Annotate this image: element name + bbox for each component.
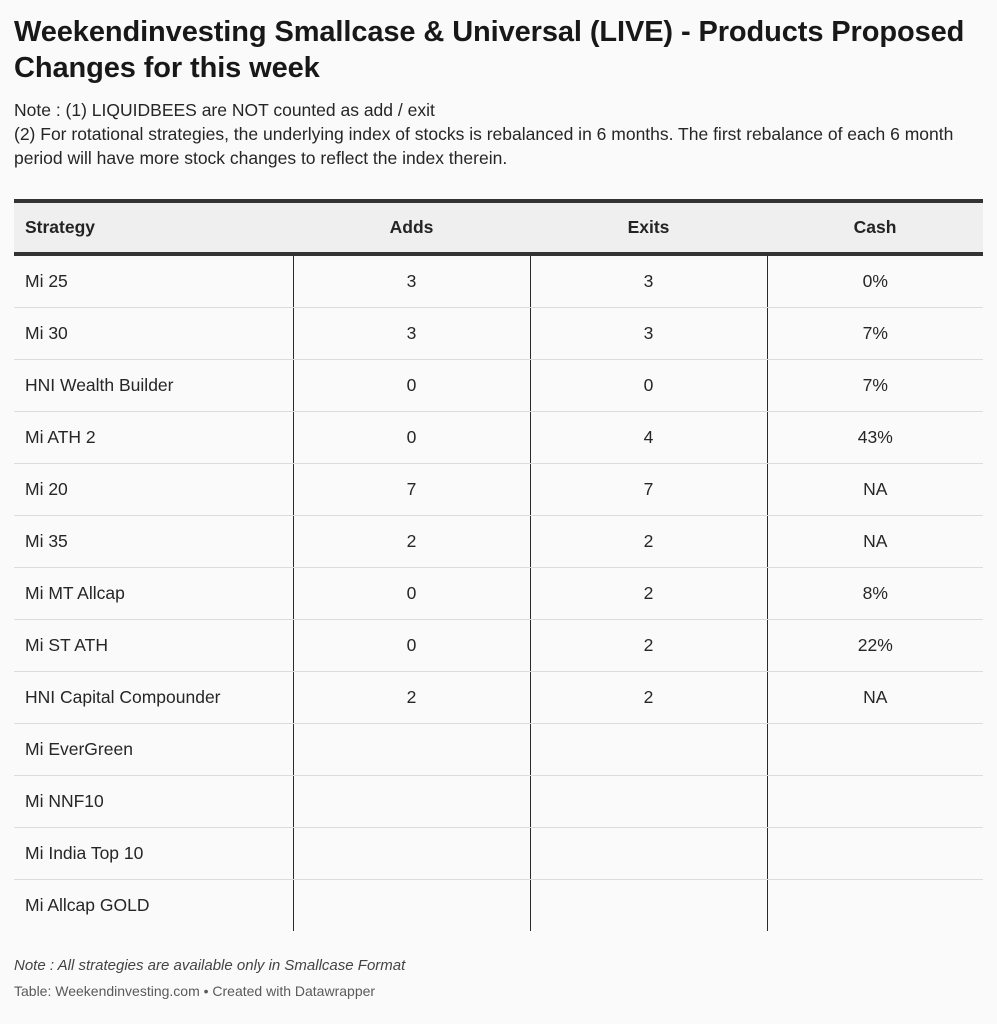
table-row: HNI Capital Compounder 2 2 NA — [14, 671, 983, 724]
cell-cash — [766, 775, 983, 828]
cell-adds: 0 — [292, 359, 530, 412]
cell-cash: 7% — [766, 307, 983, 360]
table-row: Mi 30 3 3 7% — [14, 307, 983, 360]
cell-adds: 0 — [292, 619, 530, 672]
column-header-adds[interactable]: Adds — [293, 199, 530, 256]
note-line-1: Note : (1) LIQUIDBEES are NOT counted as… — [14, 100, 435, 120]
cell-exits: 3 — [529, 254, 767, 308]
table-header-row: Strategy Adds Exits Cash — [14, 199, 983, 256]
cell-strategy: Mi NNF10 — [14, 775, 293, 828]
cell-cash: 22% — [766, 619, 983, 672]
cell-strategy: Mi ATH 2 — [14, 411, 293, 464]
cell-cash — [766, 827, 983, 880]
cell-cash — [766, 879, 983, 931]
chart-container: Weekendinvesting Smallcase & Universal (… — [14, 0, 983, 999]
cell-strategy: Mi 30 — [14, 307, 293, 360]
table-row: Mi MT Allcap 0 2 8% — [14, 567, 983, 620]
cell-exits: 3 — [529, 307, 767, 360]
cell-strategy: Mi MT Allcap — [14, 567, 293, 620]
table-row: Mi India Top 10 — [14, 827, 983, 880]
cell-cash: 8% — [766, 567, 983, 620]
cell-strategy: Mi ST ATH — [14, 619, 293, 672]
cell-exits — [529, 723, 767, 776]
cell-adds: 2 — [292, 671, 530, 724]
cell-strategy: HNI Wealth Builder — [14, 359, 293, 412]
cell-exits: 0 — [529, 359, 767, 412]
chart-notes: Note : (1) LIQUIDBEES are NOT counted as… — [14, 98, 983, 170]
cell-adds — [292, 723, 530, 776]
cell-adds: 0 — [292, 411, 530, 464]
table-row: Mi ATH 2 0 4 43% — [14, 411, 983, 464]
cell-exits — [529, 775, 767, 828]
cell-exits: 4 — [529, 411, 767, 464]
cell-exits — [529, 879, 767, 931]
cell-adds: 0 — [292, 567, 530, 620]
cell-cash — [766, 723, 983, 776]
cell-strategy: Mi 35 — [14, 515, 293, 568]
cell-cash: NA — [766, 515, 983, 568]
column-header-exits[interactable]: Exits — [530, 199, 767, 256]
table-row: Mi EverGreen — [14, 723, 983, 776]
cell-adds — [292, 879, 530, 931]
cell-strategy: Mi India Top 10 — [14, 827, 293, 880]
strategy-table: Strategy Adds Exits Cash Mi 25 3 3 0% Mi 30 3… — [14, 199, 983, 931]
cell-cash: 0% — [766, 254, 983, 308]
table-row: Mi NNF10 — [14, 775, 983, 828]
table-row: Mi ST ATH 0 2 22% — [14, 619, 983, 672]
chart-title: Weekendinvesting Smallcase & Universal (… — [14, 16, 965, 84]
cell-cash: NA — [766, 463, 983, 516]
cell-exits: 2 — [529, 671, 767, 724]
table-row: HNI Wealth Builder 0 0 7% — [14, 359, 983, 412]
cell-cash: 7% — [766, 359, 983, 412]
table-row: Mi 25 3 3 0% — [14, 254, 983, 308]
cell-exits — [529, 827, 767, 880]
cell-exits: 2 — [529, 515, 767, 568]
cell-adds — [292, 775, 530, 828]
cell-exits: 2 — [529, 619, 767, 672]
cell-strategy: HNI Capital Compounder — [14, 671, 293, 724]
cell-cash: NA — [766, 671, 983, 724]
cell-adds: 7 — [292, 463, 530, 516]
cell-exits: 2 — [529, 567, 767, 620]
cell-adds — [292, 827, 530, 880]
cell-exits: 7 — [529, 463, 767, 516]
note-line-2: (2) For rotational strategies, the under… — [14, 124, 954, 168]
column-header-cash[interactable]: Cash — [767, 199, 983, 256]
cell-strategy: Mi 20 — [14, 463, 293, 516]
cell-adds: 2 — [292, 515, 530, 568]
source-credit: Table: Weekendinvesting.com • Created wi… — [14, 983, 376, 999]
table-body: Mi 25 3 3 0% Mi 30 3 3 7% HNI Wealth Builder 0 0 7%… — [14, 254, 983, 931]
cell-adds: 3 — [292, 307, 530, 360]
cell-adds: 3 — [292, 254, 530, 308]
cell-strategy: Mi 25 — [14, 254, 293, 308]
table-row: Mi 20 7 7 NA — [14, 463, 983, 516]
cell-strategy: Mi EverGreen — [14, 723, 293, 776]
cell-strategy: Mi Allcap GOLD — [25, 895, 150, 915]
footer-note: Note : All strategies are available only… — [14, 957, 406, 974]
cell-cash: 43% — [766, 411, 983, 464]
table-row: Mi 35 2 2 NA — [14, 515, 983, 568]
table-row: Mi Allcap GOLD — [14, 879, 983, 931]
column-header-strategy[interactable]: Strategy — [14, 199, 293, 256]
